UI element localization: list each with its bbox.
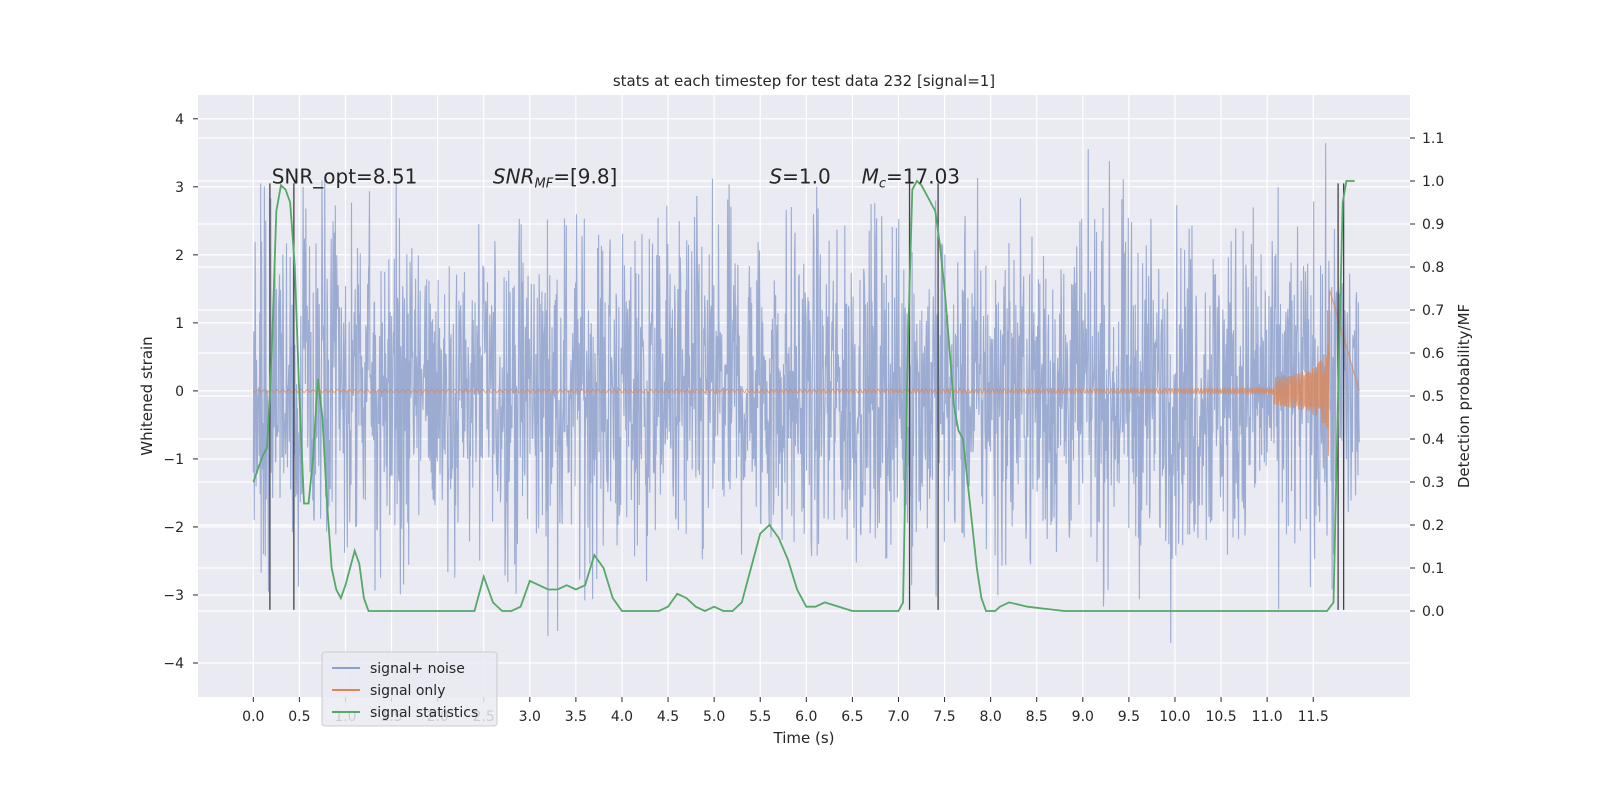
x-tick-label: 3.5 bbox=[565, 709, 587, 725]
y-right-tick-label: 0.9 bbox=[1422, 217, 1444, 233]
y-left-tick-label: 4 bbox=[175, 112, 184, 128]
y-left-tick-label: 1 bbox=[175, 316, 184, 332]
x-tick-label: 0.5 bbox=[288, 709, 310, 725]
y-right-tick-label: 0.0 bbox=[1422, 604, 1444, 620]
signal-only-line bbox=[252, 290, 1360, 456]
y-left-tick-label: 3 bbox=[175, 180, 184, 196]
series-signal-statistics bbox=[252, 179, 1355, 612]
annotations: SNR_opt=8.51 SNRMF=[9.8] S=1.0 Mc=17.03 bbox=[272, 164, 960, 191]
x-tick-label: 4.5 bbox=[657, 709, 679, 725]
legend-box bbox=[321, 651, 498, 727]
y-left-tick-label: 0 bbox=[175, 384, 184, 400]
y-right-tick-label: 1.0 bbox=[1422, 174, 1444, 190]
y-right-tick-label: 0.3 bbox=[1422, 475, 1444, 491]
x-tick-label: 9.0 bbox=[1072, 709, 1094, 725]
x-tick-label: 8.5 bbox=[1026, 709, 1048, 725]
x-tick-label: 7.0 bbox=[887, 709, 909, 725]
x-tick-label: 8.0 bbox=[980, 709, 1002, 725]
y-left-tick-label: 2 bbox=[175, 248, 184, 264]
x-tick-label: 4.0 bbox=[611, 709, 633, 725]
x-tick-label: 9.5 bbox=[1118, 709, 1140, 725]
legend-label: signal statistics bbox=[370, 705, 478, 721]
series-signal-only bbox=[252, 290, 1360, 456]
annotation-text: SNRMF=[9.8] bbox=[493, 164, 617, 191]
x-tick-label: 10.5 bbox=[1205, 709, 1236, 725]
signal-noise-line bbox=[252, 143, 1360, 644]
signal-statistics-line bbox=[252, 179, 1355, 612]
chart-title: stats at each timestep for test data 232… bbox=[613, 72, 995, 90]
x-tick-label: 7.5 bbox=[933, 709, 955, 725]
x-tick-label: 6.0 bbox=[795, 709, 817, 725]
x-tick-label: 11.0 bbox=[1252, 709, 1283, 725]
y-left-tick-label: −3 bbox=[163, 588, 184, 604]
x-tick-label: 5.5 bbox=[749, 709, 771, 725]
x-tick-label: 0.0 bbox=[242, 709, 264, 725]
y-right-tick-label: 0.5 bbox=[1422, 389, 1444, 405]
y-axis-right-label: Detection probability/MF bbox=[1455, 304, 1473, 488]
x-axis-label: Time (s) bbox=[773, 729, 835, 747]
legend-label: signal only bbox=[370, 683, 445, 699]
y-right-tick-label: 0.8 bbox=[1422, 260, 1444, 276]
x-tick-label: 3.0 bbox=[519, 709, 541, 725]
x-tick-label: 6.5 bbox=[841, 709, 863, 725]
y-right-tick-label: 0.7 bbox=[1422, 303, 1444, 319]
series-signal-noise bbox=[252, 143, 1360, 644]
annotation-text: Mc=17.03 bbox=[862, 164, 960, 191]
x-tick-label: 11.5 bbox=[1298, 709, 1329, 725]
legend: signal+ noise signal only signal statistic… bbox=[321, 651, 498, 727]
annotation-text: SNR_opt=8.51 bbox=[272, 164, 418, 188]
y-left-tick-label: −1 bbox=[163, 452, 184, 468]
y-right-tick-label: 0.2 bbox=[1422, 518, 1444, 534]
annotation-text: S=1.0 bbox=[769, 164, 830, 188]
y-left-tick-label: −4 bbox=[163, 656, 184, 672]
y-right-tick-label: 0.6 bbox=[1422, 346, 1444, 362]
y-left-tick-label: −2 bbox=[163, 520, 184, 536]
y-axis-left-label: Whitened strain bbox=[138, 336, 156, 455]
y-right-tick-label: 0.1 bbox=[1422, 561, 1444, 577]
legend-label: signal+ noise bbox=[370, 661, 465, 677]
y-right-tick-label: 1.1 bbox=[1422, 131, 1444, 147]
x-tick-label: 5.0 bbox=[703, 709, 725, 725]
x-tick-label: 10.0 bbox=[1159, 709, 1190, 725]
y-right-tick-label: 0.4 bbox=[1422, 432, 1444, 448]
